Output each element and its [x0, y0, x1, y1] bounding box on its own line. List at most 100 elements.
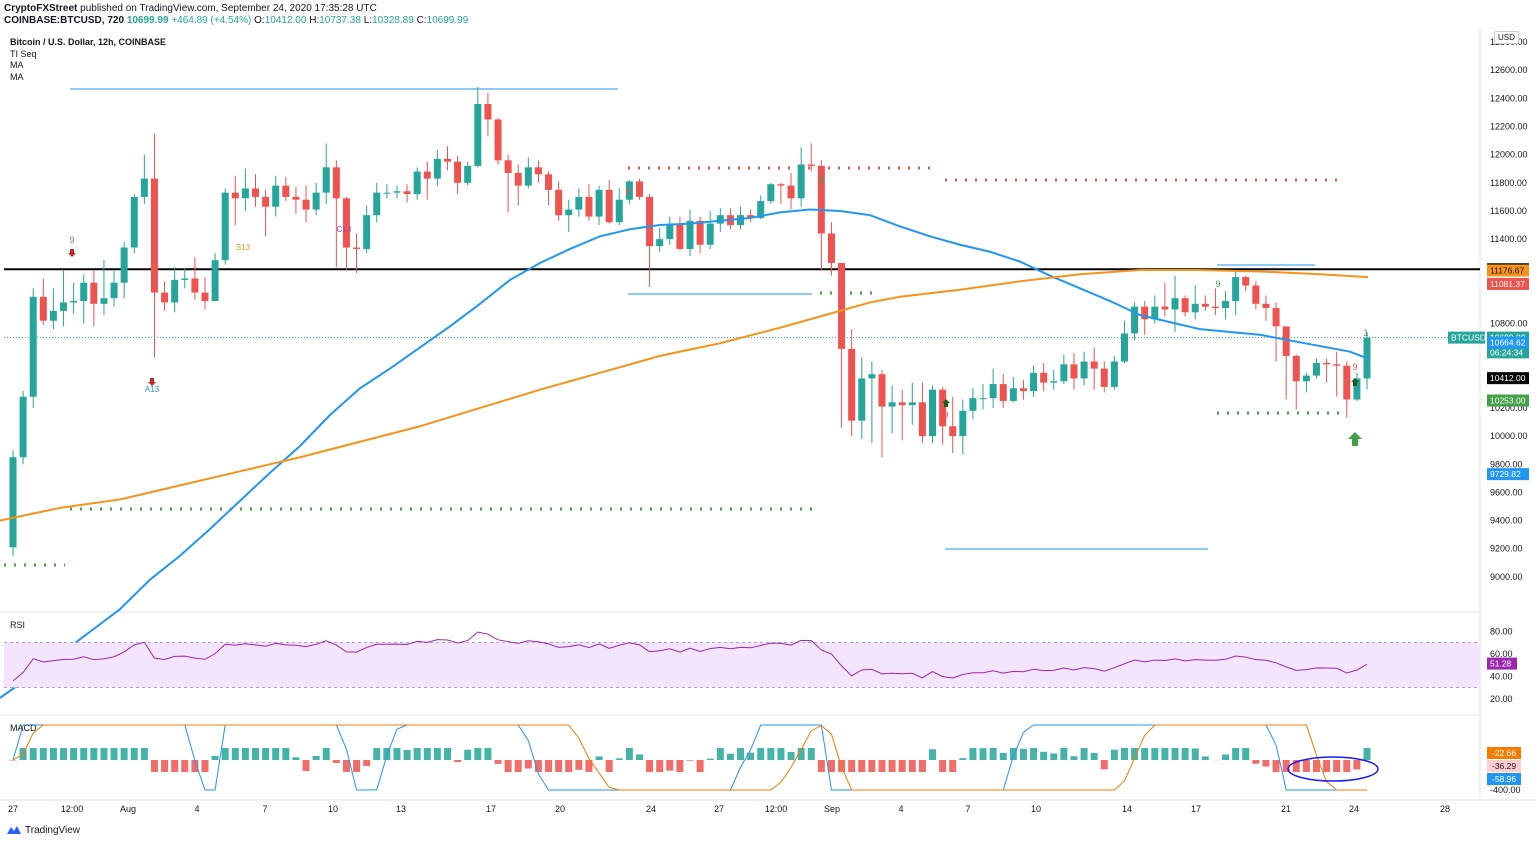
- candle-body: [898, 402, 906, 406]
- td-count-label: 9: [819, 175, 824, 185]
- candle-body: [797, 164, 805, 199]
- candle: [575, 188, 583, 217]
- candle: [706, 210, 714, 249]
- macd-histogram-bar: [90, 748, 98, 760]
- macd-histogram-bar: [9, 760, 17, 761]
- candle: [949, 396, 957, 454]
- candle-body: [625, 181, 633, 200]
- candle: [1090, 347, 1098, 390]
- macd-histogram-bar: [1090, 752, 1098, 760]
- price-tick-label: 12400.00: [1490, 93, 1528, 103]
- symbol-label: COINBASE:BTCUSD, 720: [4, 15, 125, 26]
- candle: [1282, 326, 1290, 400]
- legend-item-ma-fast[interactable]: MA: [10, 60, 24, 70]
- td-countdown-label: C13: [337, 225, 352, 234]
- candle-body: [252, 188, 260, 197]
- macd-histogram-bar: [545, 760, 553, 772]
- macd-histogram-bar: [908, 760, 916, 772]
- candle-body: [827, 233, 835, 264]
- macd-histogram-bar: [1282, 760, 1290, 772]
- candle: [464, 161, 472, 186]
- candle-body: [1343, 365, 1351, 400]
- candle-body: [272, 185, 280, 207]
- macd-histogram-bar: [464, 749, 472, 760]
- candle: [322, 143, 330, 204]
- candle: [373, 182, 381, 223]
- macd-histogram-bar: [1131, 748, 1139, 760]
- macd-label[interactable]: MACD: [10, 723, 37, 733]
- candle: [585, 184, 593, 221]
- tradingview-logo[interactable]: TradingView: [6, 824, 80, 836]
- candle-body: [737, 215, 745, 226]
- macd-histogram-bar: [716, 748, 724, 760]
- candle-body: [979, 398, 987, 400]
- price-label-text: 10412.00: [1490, 373, 1526, 383]
- publisher-name[interactable]: CryptoFXStreet: [4, 3, 78, 14]
- rsi-line: [12, 631, 1368, 682]
- macd-histogram-bar: [39, 748, 47, 760]
- candle-body: [1050, 381, 1058, 383]
- macd-histogram-bar: [181, 760, 189, 772]
- macd-histogram-bar: [898, 760, 906, 772]
- signal-line: [12, 724, 1367, 791]
- candle-body: [1090, 361, 1098, 369]
- candle-body: [1282, 326, 1290, 356]
- sell-arrow-icon: [68, 249, 76, 257]
- open-label: O:: [254, 15, 265, 26]
- price-label-bg: [1487, 346, 1529, 359]
- macd-histogram-bar: [1100, 760, 1108, 770]
- candle: [9, 450, 17, 556]
- macd-histogram-bar: [696, 760, 704, 772]
- macd-histogram-bar: [1050, 753, 1058, 760]
- macd-histogram-bar: [686, 760, 694, 761]
- macd-histogram-bar: [1070, 756, 1078, 760]
- candle: [1252, 281, 1260, 310]
- rsi-label[interactable]: RSI: [10, 620, 26, 630]
- candle-body: [413, 171, 421, 195]
- macd-histogram-bar: [1120, 748, 1128, 760]
- candle: [979, 384, 987, 410]
- macd-histogram-bar: [1222, 754, 1230, 760]
- candle-body: [211, 260, 219, 302]
- macd-histogram-bar: [1302, 760, 1310, 772]
- macd-value-text: -22.66: [1492, 748, 1516, 758]
- candle-body: [464, 165, 472, 183]
- macd-histogram-bar: [1252, 760, 1260, 764]
- candle-body: [534, 167, 542, 175]
- candle: [1292, 354, 1300, 410]
- macd-histogram-bar: [625, 748, 633, 760]
- macd-histogram-bar: [1262, 760, 1270, 767]
- candle-body: [150, 178, 158, 293]
- price-label-text: 11176.67: [1490, 266, 1524, 276]
- macd-histogram-bar: [918, 760, 926, 772]
- candle: [1019, 379, 1027, 400]
- legend-item-tiseq[interactable]: TI Seq: [10, 48, 37, 59]
- candle: [292, 187, 300, 214]
- candle: [1161, 282, 1169, 317]
- macd-histogram-bar: [1272, 760, 1280, 772]
- price-label-tag: 9729.82: [1487, 468, 1529, 481]
- candle: [272, 175, 280, 217]
- candle-body: [817, 165, 825, 234]
- macd-histogram-bar: [231, 748, 239, 760]
- candle: [1110, 355, 1118, 390]
- price-label-bg: [1487, 336, 1529, 349]
- candle: [130, 194, 138, 254]
- candle: [1201, 295, 1209, 311]
- candle-body: [363, 215, 371, 249]
- macd-histogram-bar: [1030, 748, 1038, 760]
- candle-body: [312, 192, 320, 210]
- candle-body: [939, 389, 947, 427]
- candle-body: [888, 402, 896, 407]
- candle: [595, 185, 603, 226]
- candle-body: [161, 292, 169, 303]
- macd-histogram-bar: [60, 748, 68, 760]
- macd-histogram-bar: [282, 748, 290, 760]
- candle: [1353, 372, 1361, 401]
- macd-histogram-bar: [858, 760, 866, 772]
- currency-button[interactable]: USD: [1494, 31, 1519, 44]
- candle-body: [555, 189, 563, 216]
- ohlc-header: COINBASE:BTCUSD, 720 10699.99 +464.89 (+…: [4, 15, 468, 26]
- legend-item-ma-slow[interactable]: MA: [10, 71, 24, 82]
